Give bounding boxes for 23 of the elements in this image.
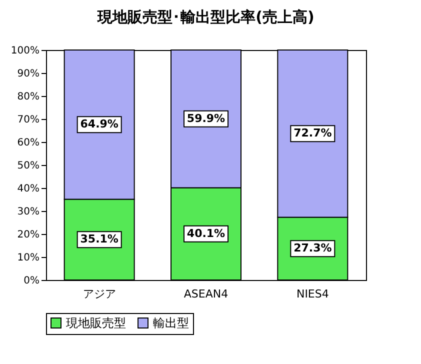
y-tick-label: 70% [17,114,40,126]
y-tick-label: 100% [10,46,40,56]
y-tick-label: 40% [17,184,40,194]
y-tick-label: 10% [17,252,40,264]
x-tick-label: NIES4 [296,288,329,300]
legend-label: 輸出型 [153,316,189,330]
y-tick-label: 90% [17,68,40,80]
legend-label: 現地販売型 [66,316,126,330]
y-tick-label: 80% [17,92,40,102]
y-tick-label: 0% [24,276,40,286]
data-label: 72.7% [294,126,332,140]
data-label: 59.9% [186,112,226,125]
y-tick-label: 20% [17,230,40,240]
chart-title: 現地販売型･輸出型比率(売上高) [96,8,314,26]
y-tick-label: 30% [17,206,40,218]
data-label: 35.1% [80,232,118,246]
x-tick-label: アジア [82,288,116,300]
data-label: 40.1% [186,226,226,240]
y-tick-label: 50% [17,160,40,172]
data-label: 27.3% [294,242,332,255]
y-tick-label: 60% [17,138,40,148]
x-tick-label: ASEAN4 [184,288,228,300]
data-label: 64.9% [80,118,118,131]
